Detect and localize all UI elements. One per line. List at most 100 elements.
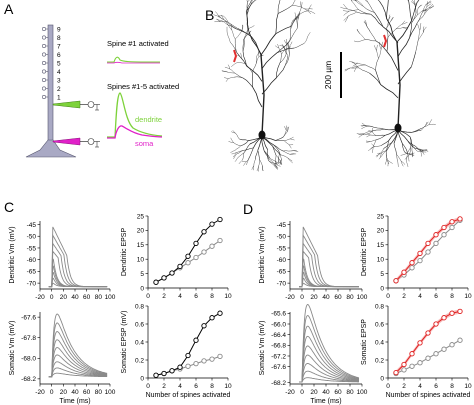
dendrite-shaft [47, 24, 54, 148]
y-tick-label: 0.2 [135, 357, 144, 364]
data-point [425, 249, 431, 255]
x-tick-label: 60 [334, 389, 342, 396]
dendrite-branch [213, 14, 220, 18]
dendrite-branch [385, 140, 390, 152]
y-tick-label: -68.0 [21, 356, 36, 363]
data-point [441, 232, 447, 238]
dendrite-branch [348, 11, 357, 17]
y-tick-label: -66.0 [271, 321, 286, 328]
x-tick-label: 8 [450, 293, 454, 300]
dendrite-branch [275, 136, 284, 141]
data-point [185, 260, 191, 266]
dendrite-branch [371, 143, 375, 147]
dendrite-branch [364, 19, 367, 26]
dendrite-branch [234, 157, 239, 162]
dendrite-branch [246, 22, 249, 30]
dendrite-branch [252, 87, 263, 108]
dendrite-branch [361, 125, 367, 127]
dendrite-branch [386, 21, 391, 29]
y-tick-label: -55 [27, 245, 37, 252]
dendrite-branch [408, 1, 412, 21]
dendrite-branch [263, 150, 271, 159]
x-tick-label: -20 [285, 294, 295, 301]
dendrite-branch [284, 140, 290, 145]
dendrite-branch [401, 143, 408, 153]
dendrite-branch [421, 125, 426, 131]
neuron-morphology-left [213, 0, 316, 172]
dendrite-branch [375, 58, 379, 71]
dendrite-branch [397, 161, 399, 167]
dendrite-branch [290, 20, 294, 30]
dendrite-branch [234, 38, 237, 53]
dendrite-branch [386, 159, 390, 165]
dendrite-branch [368, 130, 373, 132]
dendrite-branch [386, 151, 389, 161]
voltage-trace [48, 226, 108, 288]
x-tick-label: 0 [146, 293, 150, 300]
voltage-trace [48, 372, 108, 378]
neuron-morphology-right [340, 0, 436, 167]
dendrite-branch [247, 156, 251, 162]
dendrite-branch [246, 0, 248, 3]
dendrite-branch [418, 32, 424, 40]
dendrite-branch [411, 145, 413, 153]
dendrite-branch [370, 13, 384, 28]
spine-number: 2 [57, 86, 61, 93]
dendrite-branch [256, 56, 260, 64]
dendrite-branch [246, 4, 252, 16]
epsp-top-c: 0 2 4 6 8 10 0 5 10 15 20 25 Dendritic EPSP [121, 213, 232, 300]
dendrite-branch [396, 154, 398, 162]
spine-number: 4 [57, 69, 61, 76]
dendrite-branch [251, 165, 254, 170]
dendrite-branch [263, 150, 270, 160]
data-point [457, 308, 463, 315]
dendrite-branch [255, 150, 259, 160]
voltage-trace [299, 377, 359, 383]
trace-x-label: Time (ms) [59, 398, 90, 405]
dendrite-branch [289, 136, 294, 140]
x-tick-label: 0 [146, 383, 150, 390]
x-tick-label: 10 [224, 293, 232, 300]
data-point [401, 269, 407, 275]
dendrite-branch [349, 9, 359, 12]
trace-y-label: Dendritic Vm (mV) [9, 226, 16, 283]
voltage-trace [299, 345, 359, 383]
dendrite-branch [411, 13, 417, 23]
dendrite-branch [240, 140, 249, 147]
trace-bottom-c: -20 0 20 40 60 80 100 -67.6 -67.8 -68.0 -68.2 Time … [9, 312, 116, 405]
dendrite-branch [276, 65, 286, 78]
data-point [425, 330, 431, 336]
dendrite-branch [366, 133, 371, 136]
x-tick-label: 0 [300, 389, 304, 396]
dendrite-branch [425, 0, 432, 5]
data-point [209, 243, 215, 249]
data-point [193, 337, 199, 343]
dendrite-branch [358, 39, 366, 42]
dendrite-branch [279, 160, 283, 165]
spine-head [41, 43, 46, 48]
dendrite-branch [231, 29, 236, 39]
dendrite-branch [395, 27, 403, 30]
dendrite-branch [249, 147, 254, 157]
dendrite-branch [375, 40, 388, 52]
x-tick-label: 20 [310, 389, 318, 396]
dendrite-branch [417, 10, 423, 16]
voltage-trace [299, 363, 359, 383]
dendrite-branch [386, 142, 393, 151]
dendrite-branch [216, 19, 223, 21]
trace-spine1-dendrite [107, 56, 161, 63]
dendrite-branch [353, 40, 359, 42]
epsp-x-label: Number of spines activated [146, 392, 231, 399]
y-tick-label: 15 [137, 242, 145, 249]
dendrite-branch [366, 25, 371, 32]
x-tick-label: 10 [224, 383, 232, 390]
dendrite-branch [366, 134, 371, 138]
dendrite-branch [237, 29, 252, 37]
dendrite-branch [411, 0, 416, 5]
dendrite-branch [364, 21, 367, 26]
data-point [209, 221, 215, 227]
dendrite-branch [230, 150, 235, 153]
data-point [441, 224, 447, 231]
dendrite-branch [221, 14, 224, 20]
dendrite-branch [294, 43, 305, 49]
